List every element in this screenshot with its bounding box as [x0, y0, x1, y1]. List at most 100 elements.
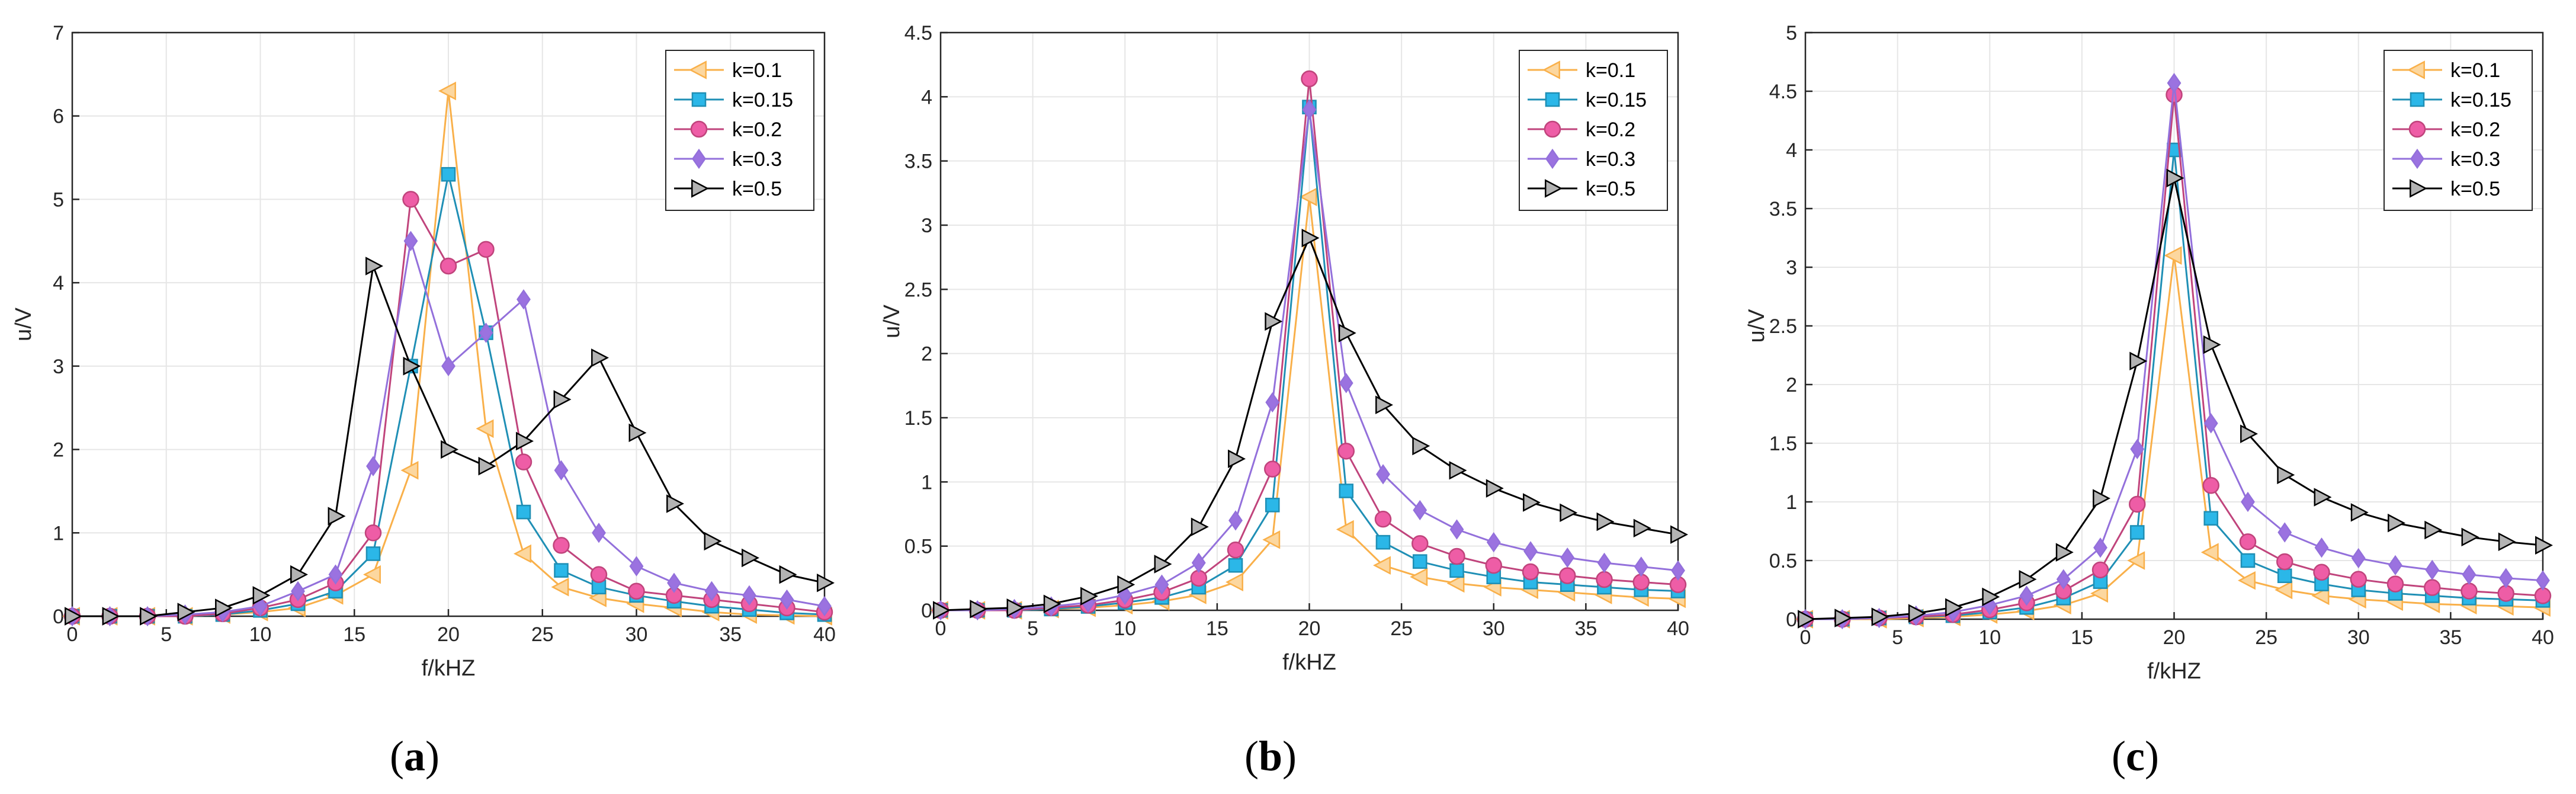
data-point: [2350, 571, 2367, 588]
data-point: [742, 585, 756, 606]
data-point: [438, 81, 456, 101]
data-point: [290, 565, 308, 584]
data-point: [2129, 495, 2146, 513]
y-tick-label: 4: [53, 272, 64, 294]
y-tick-label: 5: [53, 188, 64, 211]
data-point: [2424, 520, 2443, 540]
data-point: [1080, 587, 1098, 606]
legend-marker: [689, 60, 707, 79]
data-point: [2090, 584, 2108, 603]
data-point: [933, 601, 951, 620]
legend-label: k=0.3: [732, 148, 782, 171]
data-point: [2203, 511, 2219, 526]
data-point: [2127, 551, 2145, 570]
data-point: [817, 596, 832, 617]
legend-label: k=0.1: [1586, 59, 1635, 82]
data-point: [2350, 503, 2369, 522]
legend-marker: [691, 92, 707, 107]
legend-label: k=0.5: [1586, 178, 1635, 200]
legend-label: k=0.1: [2450, 59, 2500, 82]
data-point: [1523, 493, 1541, 512]
data-point: [1117, 575, 1135, 594]
data-point: [140, 607, 158, 626]
data-point: [1262, 530, 1281, 549]
data-point: [479, 322, 493, 343]
legend-label: k=0.15: [2450, 89, 2511, 111]
x-tick-label: 20: [437, 623, 460, 646]
legend-marker: [691, 179, 709, 198]
data-point: [364, 524, 382, 542]
chart-panel-a: 0 5 10 15 20 25 30 35 4001234567f/kHZu/Vk=0.1k=0…: [11, 22, 836, 681]
y-tick-label: 2.5: [1769, 315, 1797, 338]
data-point: [1376, 464, 1390, 485]
data-point: [2056, 569, 2071, 590]
legend-marker: [2410, 148, 2424, 169]
y-tick-label: 7: [53, 22, 64, 44]
data-point: [1264, 460, 1281, 478]
caption-c-letter: c: [2126, 732, 2145, 780]
data-point: [215, 598, 233, 617]
series-k=0.5: [65, 257, 835, 626]
data-point: [628, 423, 647, 443]
y-tick-label: 6: [53, 105, 64, 128]
x-tick-label: 0: [1800, 626, 1811, 649]
x-tick-label: 0: [67, 623, 78, 646]
data-point: [2424, 579, 2441, 596]
y-tick-label: 0.5: [1769, 550, 1797, 572]
data-point: [1265, 498, 1280, 513]
data-point: [1798, 610, 1815, 629]
data-point: [704, 581, 719, 601]
data-point: [1449, 461, 1467, 480]
x-tick-label: 35: [2439, 626, 2462, 649]
data-point: [2200, 543, 2219, 562]
y-tick-label: 0: [53, 606, 64, 628]
legend-label: k=0.15: [1586, 89, 1647, 111]
y-tick-label: 4.5: [1769, 81, 1797, 103]
data-point: [1154, 555, 1172, 574]
data-point: [2238, 571, 2256, 590]
data-point: [779, 589, 794, 610]
data-point: [1596, 512, 1615, 532]
caption-a: (a): [390, 732, 440, 780]
data-point: [2536, 570, 2550, 591]
data-point: [1449, 563, 1464, 578]
data-point: [2129, 351, 2148, 371]
data-point: [1485, 556, 1502, 574]
data-point: [1412, 436, 1430, 456]
x-tick-label: 10: [1978, 626, 2001, 649]
caption-a-letter: a: [404, 732, 425, 780]
data-point: [403, 357, 421, 376]
data-point: [666, 494, 684, 513]
data-point: [2351, 548, 2366, 569]
data-point: [2093, 537, 2107, 558]
x-tick-label: 20: [2163, 626, 2186, 649]
data-point: [477, 241, 495, 258]
data-point: [1191, 552, 1206, 573]
data-point: [2164, 246, 2182, 265]
data-point: [403, 230, 418, 251]
data-point: [252, 586, 271, 605]
y-tick-label: 4: [921, 86, 932, 108]
chart-panel-c: 0 5 10 15 20 25 30 35 40 0 0.5 1 1.5 2 2.5 3 3.5 4 4.5 5 f/k…: [1744, 22, 2554, 684]
x-tick-label: 40: [2532, 626, 2554, 649]
legend-marker: [1545, 92, 1560, 107]
x-tick-label: 10: [249, 623, 272, 646]
legend-label: k=0.2: [2450, 119, 2500, 141]
y-tick-label: 3: [53, 356, 64, 378]
data-point: [476, 419, 494, 438]
x-tick-label: 20: [1298, 617, 1321, 640]
data-point: [1945, 598, 1963, 617]
data-point: [1374, 510, 1392, 528]
data-point: [1006, 598, 1025, 617]
data-point: [440, 257, 457, 275]
y-tick-label: 1: [53, 522, 64, 545]
data-point: [2055, 543, 2074, 562]
data-point: [1597, 552, 1612, 573]
y-tick-label: 3.5: [904, 151, 932, 173]
data-point: [1336, 520, 1354, 539]
data-point: [291, 581, 305, 601]
y-axis-label: u/V: [1744, 309, 1769, 343]
data-point: [2462, 564, 2476, 585]
x-tick-label: 15: [2071, 626, 2093, 649]
data-point: [2386, 575, 2404, 593]
